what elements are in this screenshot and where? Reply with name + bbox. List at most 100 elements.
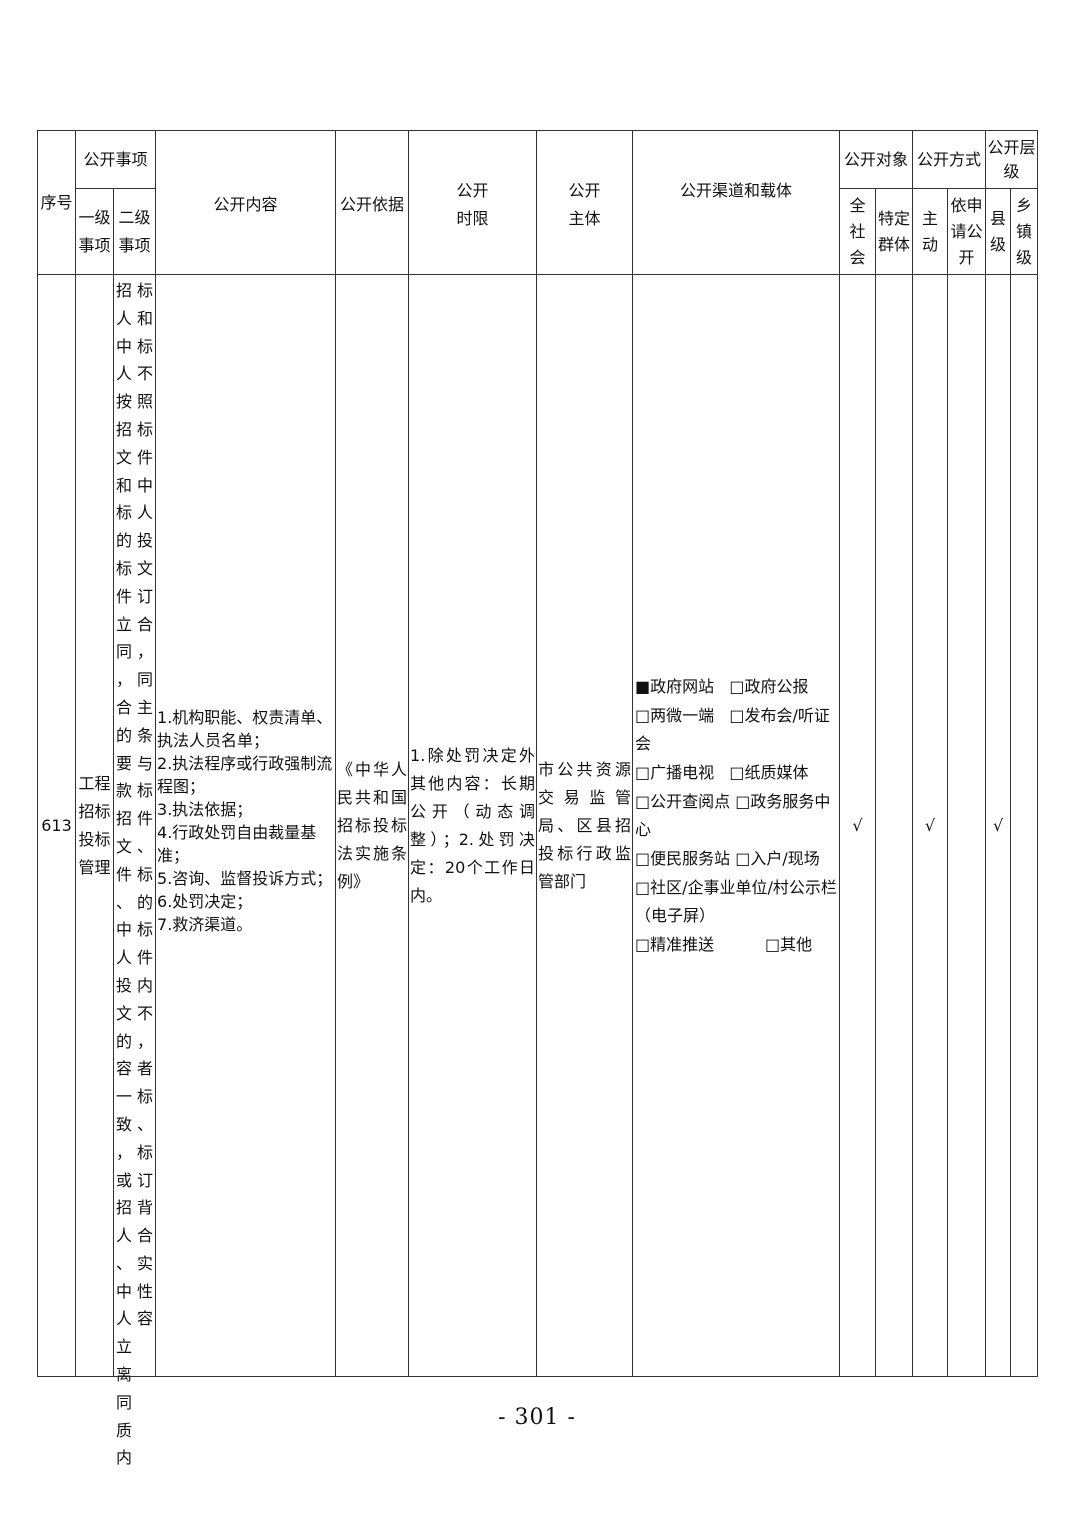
- channel-reading-point: □公开查阅点: [635, 791, 731, 811]
- header-seq: 序号: [37, 130, 76, 275]
- header-basis: 公开依据: [335, 130, 410, 275]
- level2-char: 标: [115, 503, 132, 523]
- channel-press-hearing: □发布会/听证会: [635, 705, 830, 753]
- level2-char: 文: [115, 447, 132, 467]
- level2-char: 中: [115, 1281, 132, 1301]
- header-mode-active-text: 主动: [922, 208, 939, 254]
- header-mode-request-text: 依申请公开: [950, 195, 983, 267]
- level2-char: 容: [115, 1059, 132, 1079]
- level2-char: 的: [115, 531, 132, 551]
- level2-char: 要: [115, 753, 132, 773]
- header-content: 公开内容: [155, 130, 337, 275]
- channel-other: □其他: [765, 934, 813, 954]
- row-subject: 市公共资源交易监管局、区县招投标行政监管部门: [536, 274, 634, 1377]
- level2-char: 人: [115, 364, 132, 384]
- channel-gov-website: ■政府网站: [635, 676, 715, 696]
- content-item: 1.机构职能、权责清单、执法人员名单；: [157, 707, 333, 750]
- content-list: 1.机构职能、权责清单、执法人员名单； 2.执法程序或行政强制流程图； 3.执法…: [156, 706, 335, 936]
- level2-char: 标: [136, 864, 153, 884]
- level2-char: 款: [115, 781, 132, 801]
- level2-char: 不: [136, 1003, 153, 1023]
- level2-char: 实: [136, 1253, 153, 1273]
- level2-char: 合: [136, 1226, 153, 1246]
- level2-char: 文: [115, 836, 132, 856]
- header-mode-active: 主动: [912, 188, 949, 275]
- level2-char: 照: [136, 392, 153, 412]
- level2-char: 同: [136, 670, 153, 690]
- level2-char: 内: [136, 975, 153, 995]
- channel-row: □公开查阅点 □政务服务中心: [635, 788, 837, 844]
- content-item: 7.救济渠道。: [157, 914, 253, 934]
- level2-char: 的: [136, 892, 153, 912]
- level2-char: 立: [115, 1337, 132, 1357]
- level2-char: 订: [136, 586, 153, 606]
- level2-char: 或: [115, 1170, 132, 1190]
- level2-char: 人: [115, 1226, 132, 1246]
- header-level-county: 县级: [985, 188, 1012, 275]
- level2-char: 人: [115, 1309, 132, 1329]
- level2-char: 致: [115, 1114, 132, 1134]
- header-level-county-text: 县级: [990, 208, 1007, 254]
- level2-char: 招: [115, 419, 132, 439]
- row-level2: 招人中人按招文和标的标件立同，合的要款招文件、中人投文的容一致，或招人、中人立离…: [112, 274, 157, 1467]
- row-on-request-check: [947, 274, 987, 1377]
- header-audience-specific: 特定群体: [875, 188, 914, 275]
- content-item: 4.行政处罚自由裁量基准；: [157, 822, 317, 865]
- row-all-society-check: √: [839, 274, 877, 1377]
- header-time-limit-text: 公开时限: [456, 181, 489, 228]
- row-content: 1.机构职能、权责清单、执法人员名单； 2.执法程序或行政强制流程图； 3.执法…: [155, 274, 337, 1377]
- level2-char: 中: [115, 336, 132, 356]
- level2-char: ，: [115, 1142, 132, 1162]
- row-basis: 《中华人民共和国招标投标法实施条例》: [335, 274, 410, 1377]
- level2-char: 同: [115, 1392, 132, 1412]
- level2-char: 文: [115, 1003, 132, 1023]
- level2-char: 人: [115, 308, 132, 328]
- level2-char: 订: [136, 1170, 153, 1190]
- channel-bulletin-board: □社区/企事业单位/村公示栏（电子屏）: [635, 877, 837, 925]
- header-audience: 公开对象: [839, 130, 914, 189]
- level2-char: 件: [115, 864, 132, 884]
- level2-char: 标: [136, 920, 153, 940]
- level2-char: 标: [136, 336, 153, 356]
- level2-char: 标: [136, 1142, 153, 1162]
- level2-char: 和: [115, 475, 132, 495]
- header-audience-all-text: 全社会: [849, 195, 866, 267]
- content-item: 2.执法程序或行政强制流程图；: [157, 753, 333, 796]
- row-specific-group-check: [875, 274, 914, 1377]
- level2-char: ，: [136, 642, 153, 662]
- channel-row: □便民服务站 □入户/现场: [635, 844, 837, 874]
- level2-char: 者: [136, 1059, 153, 1079]
- level2-char: 标: [136, 1087, 153, 1107]
- level2-char: 件: [115, 586, 132, 606]
- content-item: 6.处罚决定；: [157, 891, 253, 911]
- level2-char: 按: [115, 392, 132, 412]
- level2-char: 、: [136, 1114, 153, 1134]
- channel-targeted-push: □精准推送: [635, 934, 715, 954]
- level2-char: 背: [136, 1198, 153, 1218]
- level2-char: 的: [115, 1031, 132, 1051]
- header-subject: 公开主体: [536, 130, 634, 275]
- level2-char: 不: [136, 364, 153, 384]
- channel-service-center: □政务服务中心: [635, 791, 831, 839]
- row-level2-right: 标和标不照标件中人投文订合，同主条与标件、标的标件内不，者标、标订背合实性容: [135, 277, 155, 1333]
- header-level1-text: 一级事项: [78, 207, 111, 255]
- level2-char: 件: [136, 809, 153, 829]
- level2-char: ，: [115, 670, 132, 690]
- row-town-check: [1010, 274, 1039, 1377]
- level2-char: 内: [115, 1448, 132, 1468]
- level2-char: 标: [136, 419, 153, 439]
- content-item: 5.咨询、监督投诉方式；: [157, 868, 333, 888]
- level2-char: 标: [136, 281, 153, 300]
- level2-char: 主: [136, 697, 153, 717]
- header-subject-text: 公开主体: [568, 181, 601, 228]
- level2-char: 件: [136, 948, 153, 968]
- row-seq: 613: [37, 274, 76, 1377]
- level2-char: 合: [136, 614, 153, 634]
- header-channels: 公开渠道和载体: [632, 130, 841, 275]
- channel-broadcast-tv: □广播电视: [635, 762, 715, 782]
- channel-row: □两微一端 □发布会/听证会: [635, 702, 837, 758]
- row-level1-text: 工程招标投标管理: [78, 773, 111, 877]
- row-channels: ■政府网站 □政府公报 □两微一端 □发布会/听证会 □广播电视 □纸质媒体 □…: [632, 274, 841, 1377]
- level2-char: 招: [115, 1198, 132, 1218]
- level2-char: 和: [136, 308, 153, 328]
